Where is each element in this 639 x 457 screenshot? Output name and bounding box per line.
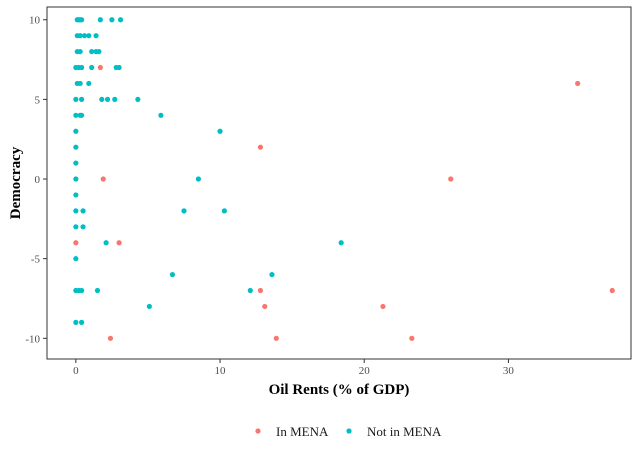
data-point-in-mena bbox=[257, 144, 264, 150]
y-tick-label: -10 bbox=[25, 333, 40, 345]
y-tick-label: 5 bbox=[35, 94, 41, 106]
data-point-in-mena bbox=[116, 240, 122, 246]
data-point-not-in-mena bbox=[117, 17, 124, 23]
data-point-not-in-mena bbox=[169, 271, 176, 278]
data-point-not-in-mena bbox=[73, 224, 79, 230]
data-point-not-in-mena bbox=[73, 112, 79, 118]
data-point-not-in-mena bbox=[104, 96, 111, 102]
data-point-not-in-mena bbox=[79, 287, 85, 294]
data-point-not-in-mena bbox=[73, 176, 79, 182]
data-point-not-in-mena bbox=[73, 144, 79, 150]
data-point-not-in-mena bbox=[221, 208, 227, 214]
data-point-in-mena bbox=[380, 303, 386, 310]
data-point-not-in-mena bbox=[79, 319, 85, 325]
plot-panel bbox=[46, 6, 632, 360]
data-point-in-mena bbox=[97, 64, 103, 71]
data-point-not-in-mena bbox=[94, 287, 101, 294]
data-point-not-in-mena bbox=[97, 17, 103, 23]
data-point-not-in-mena bbox=[77, 33, 83, 39]
data-point-not-in-mena bbox=[338, 240, 344, 246]
legend-key-not-in-mena bbox=[346, 428, 352, 434]
data-point-not-in-mena bbox=[112, 96, 118, 102]
data-point-not-in-mena bbox=[79, 112, 85, 118]
data-point-not-in-mena bbox=[73, 160, 79, 166]
x-tick-label: 0 bbox=[73, 365, 79, 377]
data-point-not-in-mena bbox=[89, 64, 95, 71]
legend-label-not-in-mena: Not in MENA bbox=[367, 424, 442, 439]
data-point-not-in-mena bbox=[158, 112, 164, 118]
data-point-in-mena bbox=[262, 303, 268, 310]
data-point-not-in-mena bbox=[86, 33, 92, 39]
legend: In MENA Not in MENA bbox=[255, 424, 442, 439]
data-point-not-in-mena bbox=[135, 96, 141, 102]
data-point-not-in-mena bbox=[96, 48, 102, 55]
x-tick-label: 10 bbox=[215, 365, 227, 377]
x-tick-label: 30 bbox=[503, 365, 515, 377]
data-point-not-in-mena bbox=[81, 33, 88, 39]
data-point-not-in-mena bbox=[73, 256, 79, 262]
data-point-not-in-mena bbox=[247, 287, 253, 294]
data-point-not-in-mena bbox=[73, 208, 79, 214]
data-point-not-in-mena bbox=[181, 208, 187, 214]
data-point-not-in-mena bbox=[73, 96, 79, 102]
y-tick-label: -5 bbox=[31, 254, 41, 266]
data-point-not-in-mena bbox=[89, 48, 95, 55]
legend-key-in-mena bbox=[255, 428, 261, 434]
legend-label-in-mena: In MENA bbox=[276, 424, 329, 439]
data-point-not-in-mena bbox=[93, 33, 99, 39]
data-point-not-in-mena bbox=[269, 271, 275, 278]
data-point-not-in-mena bbox=[77, 48, 83, 55]
data-point-not-in-mena bbox=[86, 80, 92, 87]
data-point-not-in-mena bbox=[109, 17, 115, 23]
data-point-in-mena bbox=[257, 287, 264, 294]
data-points bbox=[73, 17, 615, 341]
data-point-not-in-mena bbox=[79, 17, 85, 23]
data-point-in-mena bbox=[609, 287, 615, 294]
axis-ticks: 0 10 20 30 10 5 0 -5 -10 bbox=[25, 15, 514, 377]
data-point-not-in-mena bbox=[217, 128, 223, 134]
data-point-not-in-mena bbox=[99, 96, 105, 102]
data-point-in-mena bbox=[448, 176, 454, 182]
data-point-in-mena bbox=[100, 176, 106, 182]
data-point-not-in-mena bbox=[103, 240, 109, 246]
data-point-not-in-mena bbox=[195, 176, 202, 182]
data-point-not-in-mena bbox=[73, 192, 79, 198]
x-tick-label: 20 bbox=[359, 365, 371, 377]
data-point-in-mena bbox=[107, 335, 114, 341]
y-tick-label: 10 bbox=[29, 15, 41, 27]
y-axis-title: Democracy bbox=[8, 146, 24, 219]
data-point-in-mena bbox=[273, 335, 279, 341]
y-tick-label: 0 bbox=[35, 174, 41, 186]
data-point-in-mena bbox=[409, 335, 415, 341]
data-point-in-mena bbox=[575, 80, 581, 87]
data-point-not-in-mena bbox=[77, 80, 83, 87]
data-point-not-in-mena bbox=[73, 319, 79, 325]
data-point-not-in-mena bbox=[79, 64, 85, 71]
data-point-not-in-mena bbox=[80, 208, 86, 214]
data-point-in-mena bbox=[73, 240, 79, 246]
data-point-not-in-mena bbox=[79, 96, 85, 102]
data-point-not-in-mena bbox=[80, 224, 86, 230]
data-point-not-in-mena bbox=[73, 128, 79, 134]
x-axis-title: Oil Rents (% of GDP) bbox=[269, 382, 410, 398]
data-point-not-in-mena bbox=[116, 64, 122, 71]
data-point-not-in-mena bbox=[146, 303, 152, 310]
